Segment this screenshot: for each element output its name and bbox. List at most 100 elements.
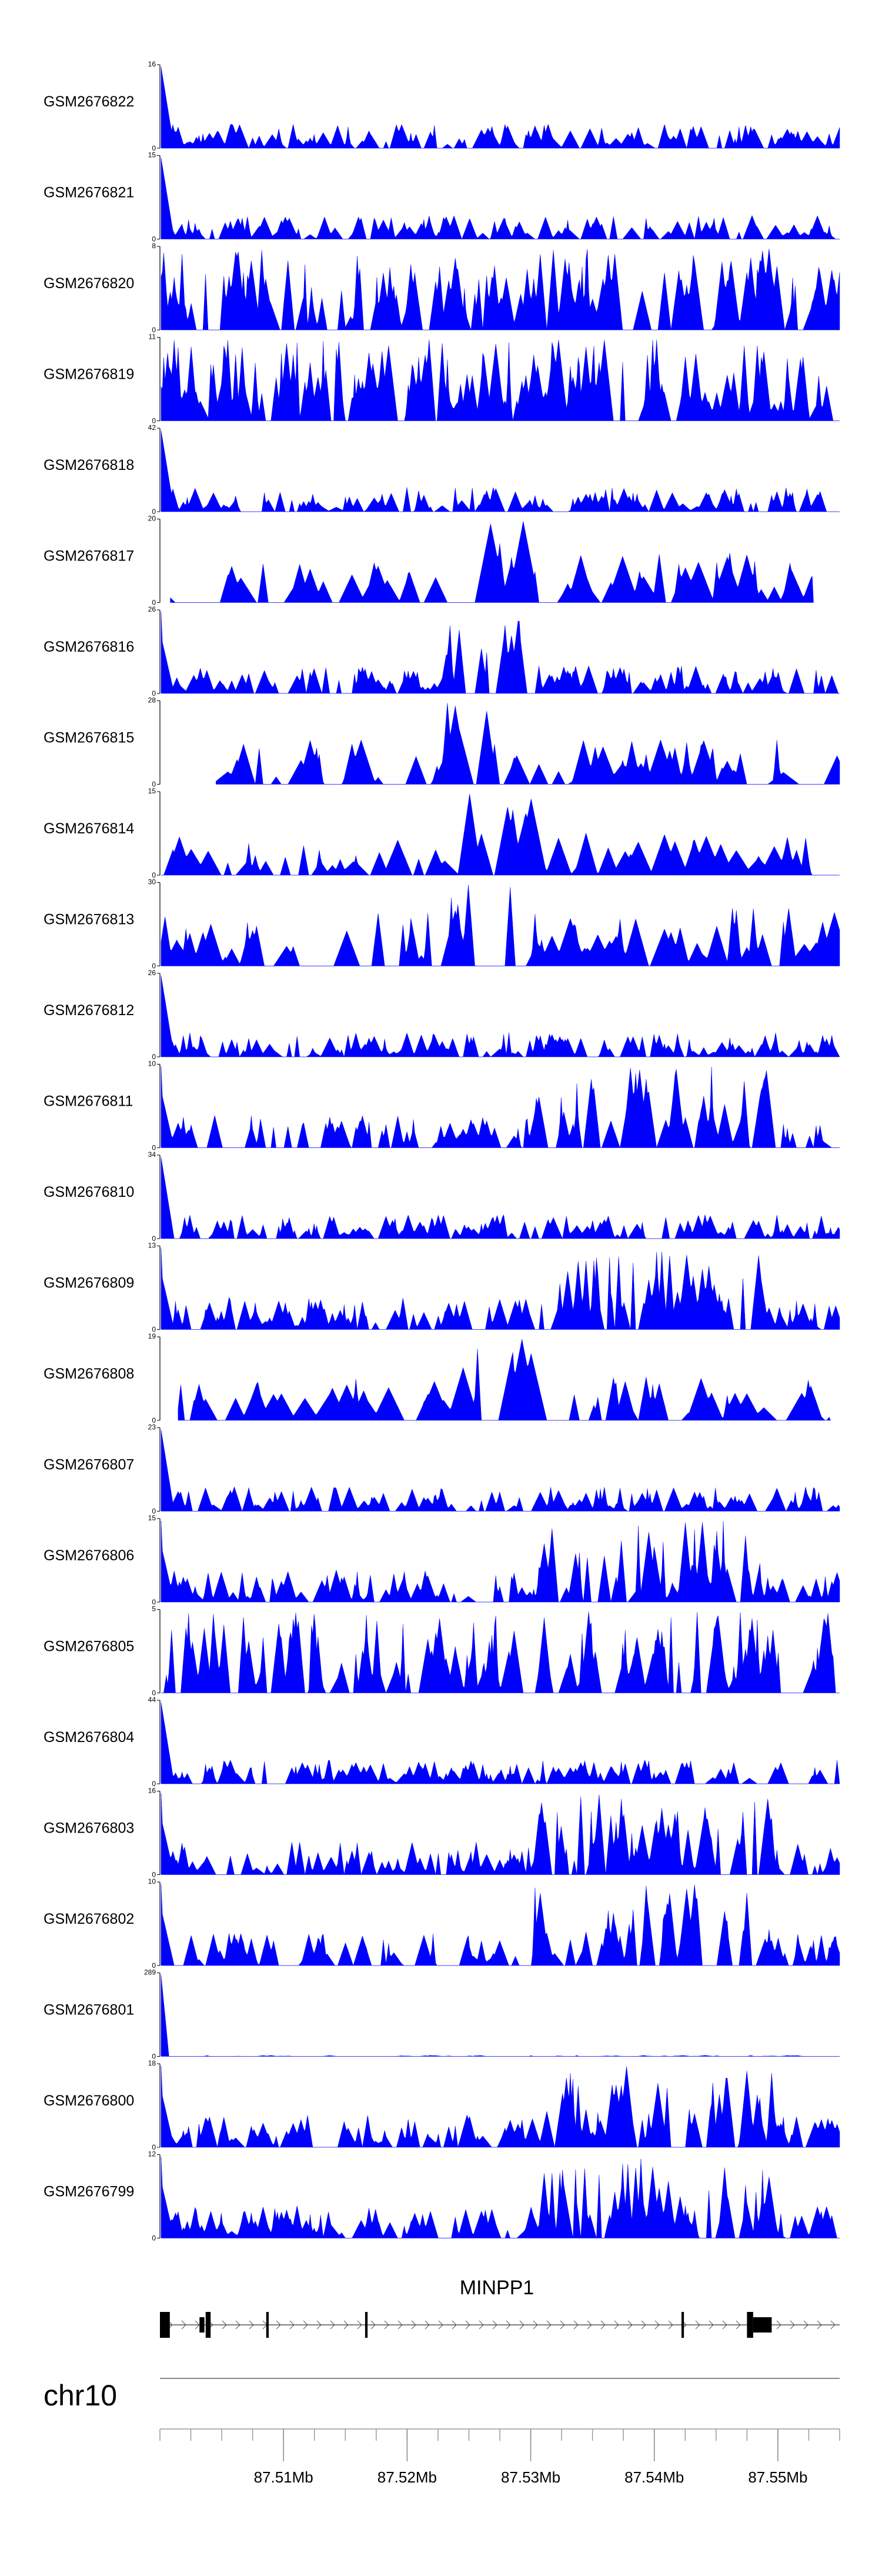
coverage-area [216,703,840,785]
y-axis-min-label: 0 [152,1871,156,1879]
strand-arrow-icon [573,2320,579,2330]
strand-arrow-icon [330,2320,335,2330]
gene-exon [681,2312,684,2338]
track-GSM2676803: GSM2676803 16 0 [44,1787,840,1879]
strand-arrow-icon [235,2320,240,2330]
track-label: GSM2676818 [44,457,134,473]
gene-exon [747,2312,753,2338]
strand-arrow-icon [411,2320,416,2330]
track-label: GSM2676809 [44,1275,134,1292]
track-label: GSM2676821 [44,185,134,201]
strand-arrow-icon [465,2320,470,2330]
genomic-x-axis: 87.51Mb 87.52Mb 87.53Mb 87.54Mb 87.55Mb [159,2428,840,2486]
y-axis-max-label: 289 [144,1968,156,1977]
strand-arrow-icon [790,2320,795,2330]
coverage-area [161,1066,840,1149]
gene-track: MINPP1 [160,2277,840,2338]
strand-arrow-icon [587,2320,592,2330]
track-label: GSM2676816 [44,639,134,655]
coverage-area [161,1157,840,1239]
track-GSM2676822: GSM2676822 16 0 [44,60,840,152]
track-GSM2676817: GSM2676817 20 0 [44,515,814,607]
strand-arrow-icon [343,2320,349,2330]
track-label: GSM2676802 [44,1911,134,1927]
strand-arrow-icon [195,2320,200,2330]
track-GSM2676802: GSM2676802 10 0 [44,1877,840,1970]
strand-arrow-icon [222,2320,227,2330]
track-label: GSM2676811 [44,1093,133,1110]
strand-arrow-icon [452,2320,457,2330]
coverage-area [161,1884,840,1966]
track-GSM2676808: GSM2676808 19 0 [44,1332,831,1424]
strand-arrow-icon [709,2320,714,2330]
coverage-area [161,1611,840,1694]
track-label: GSM2676813 [44,912,134,928]
coverage-tracks: GSM2676822160GSM2676821150GSM267682080GS… [44,60,840,2243]
y-axis-min-label: 0 [152,1598,156,1606]
strand-arrow-icon [641,2320,646,2330]
strand-arrow-icon [370,2320,376,2330]
coverage-area [161,2157,840,2238]
strand-arrow-icon [817,2320,822,2330]
y-axis-max-label: 42 [148,423,156,432]
strand-arrow-icon [249,2320,254,2330]
strand-arrow-icon [438,2320,443,2330]
y-axis-max-label: 15 [148,1514,156,1522]
track-GSM2676799: GSM2676799 12 0 [44,2150,840,2243]
y-axis-min-label: 0 [152,417,156,425]
track-GSM2676816: GSM2676816 26 0 [44,605,840,698]
track-label: GSM2676808 [44,1366,134,1382]
coverage-area [161,158,840,240]
y-axis-max-label: 11 [149,333,156,341]
y-axis-min-label: 0 [152,2053,156,2061]
strand-arrow-icon [425,2320,430,2330]
coverage-area [161,1520,840,1603]
strand-arrow-icon [276,2320,281,2330]
coverage-area [161,430,840,512]
coverage-area [161,885,840,966]
track-GSM2676801: GSM2676801 289 0 [44,1968,840,2061]
y-axis-min-label: 0 [152,689,156,698]
track-GSM2676814: GSM2676814 15 0 [44,787,840,879]
coverage-area [161,1793,840,1876]
coverage-area [161,1248,840,1330]
gene-name-label: MINPP1 [460,2277,534,2299]
strand-arrow-icon [830,2320,836,2330]
x-axis-tick-label: 87.51Mb [254,2468,313,2486]
track-GSM2676815: GSM2676815 28 0 [44,696,840,789]
coverage-area [161,1702,840,1784]
track-label: GSM2676817 [44,548,134,565]
strand-arrow-icon [654,2320,660,2330]
x-axis-tick-label: 87.54Mb [624,2468,684,2486]
y-axis-min-label: 0 [152,2143,156,2151]
coverage-area [161,612,840,694]
y-axis-min-label: 0 [152,1507,156,1516]
gene-exon [753,2317,772,2333]
y-axis-max-label: 30 [148,878,156,886]
y-axis-min-label: 0 [152,1780,156,1788]
y-axis-max-label: 26 [148,605,156,613]
coverage-area [161,339,840,421]
strand-arrow-icon [397,2320,403,2330]
y-axis-max-label: 10 [148,1877,156,1886]
track-GSM2676821: GSM2676821 15 0 [44,151,840,243]
y-axis-max-label: 34 [148,1150,156,1159]
track-label: GSM2676804 [44,1729,134,1746]
y-axis-max-label: 20 [148,515,156,523]
y-axis-min-label: 0 [152,2234,156,2243]
track-label: GSM2676801 [44,2002,134,2018]
x-axis-tick-label: 87.55Mb [748,2468,807,2486]
strand-arrow-icon [357,2320,362,2330]
y-axis-min-label: 0 [152,871,156,879]
y-axis-min-label: 0 [152,326,156,334]
strand-arrow-icon [181,2320,186,2330]
strand-arrow-icon [614,2320,619,2330]
strand-arrow-icon [546,2320,552,2330]
y-axis-max-label: 12 [148,2150,156,2158]
track-label: GSM2676800 [44,2093,134,2109]
strand-arrow-icon [384,2320,389,2330]
coverage-area [161,975,840,1057]
y-axis-min-label: 0 [152,1053,156,1061]
gene-exon [199,2317,205,2333]
chromosome-label: chr10 [44,2379,117,2412]
